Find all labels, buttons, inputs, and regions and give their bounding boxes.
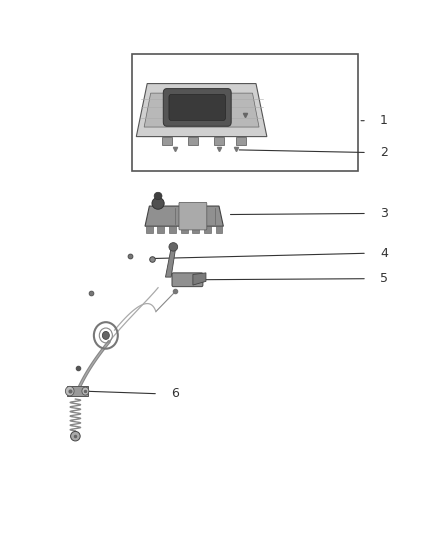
Bar — [204, 225, 211, 232]
Ellipse shape — [71, 431, 80, 441]
Bar — [236, 136, 246, 145]
Text: 5: 5 — [380, 272, 388, 285]
Polygon shape — [144, 93, 259, 127]
Text: 1: 1 — [380, 114, 388, 127]
Ellipse shape — [152, 198, 164, 209]
Bar — [146, 225, 153, 232]
Polygon shape — [166, 248, 176, 277]
FancyBboxPatch shape — [163, 88, 231, 126]
Bar — [158, 225, 164, 232]
Ellipse shape — [169, 243, 178, 251]
Ellipse shape — [82, 387, 89, 395]
Text: 3: 3 — [380, 207, 388, 220]
Polygon shape — [136, 84, 267, 136]
Ellipse shape — [102, 332, 110, 340]
Text: 2: 2 — [380, 146, 388, 159]
Bar — [214, 136, 224, 145]
FancyBboxPatch shape — [169, 94, 226, 120]
Polygon shape — [193, 273, 206, 285]
Polygon shape — [145, 206, 223, 226]
Ellipse shape — [154, 192, 162, 200]
Bar — [215, 225, 223, 232]
Text: 6: 6 — [171, 387, 179, 400]
FancyBboxPatch shape — [179, 203, 207, 230]
Bar — [132, 54, 358, 171]
Bar — [187, 136, 198, 145]
Bar — [67, 386, 88, 397]
Bar — [162, 136, 172, 145]
Ellipse shape — [65, 386, 74, 396]
Bar — [192, 225, 199, 232]
Bar — [181, 225, 187, 232]
FancyBboxPatch shape — [172, 273, 203, 287]
Text: 4: 4 — [380, 247, 388, 260]
Bar — [169, 225, 176, 232]
